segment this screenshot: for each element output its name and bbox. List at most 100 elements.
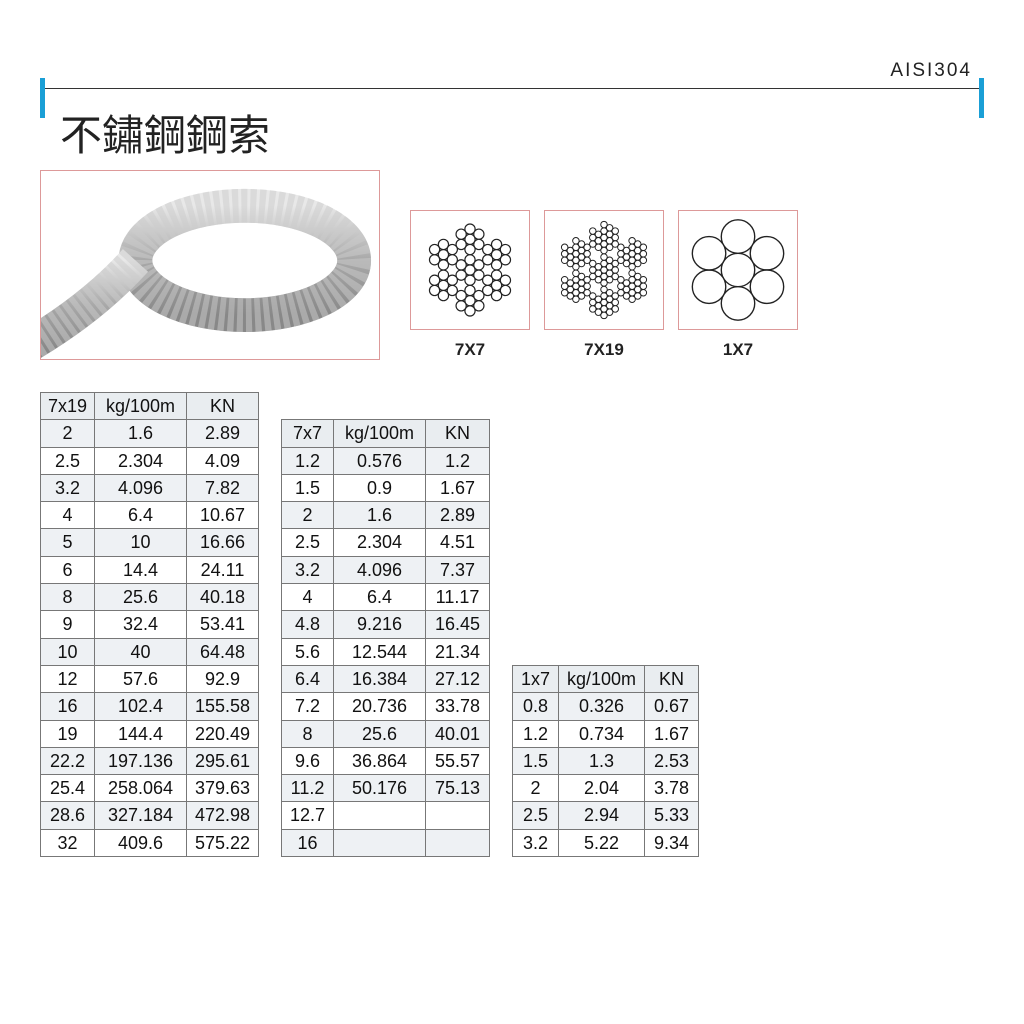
table-row: 3.24.0967.82: [41, 474, 259, 501]
cross-section-diagrams: 7X7 7X19 1X7: [410, 210, 798, 360]
diagram-label-7x19: 7X19: [584, 340, 624, 360]
table-row: 21.62.89: [41, 420, 259, 447]
table-cell: [334, 829, 426, 856]
table-cell: 21.34: [426, 638, 490, 665]
table-cell: 40.18: [187, 584, 259, 611]
table-cell: 4.096: [334, 556, 426, 583]
table-cell: 57.6: [95, 665, 187, 692]
table-row: 32409.6575.22: [41, 829, 259, 856]
table-row: 2.52.3044.51: [282, 529, 490, 556]
table-row: 2.52.3044.09: [41, 447, 259, 474]
diagram-label-7x7: 7X7: [455, 340, 485, 360]
table-cell: 0.67: [645, 693, 699, 720]
table-row: 46.411.17: [282, 584, 490, 611]
table-cell: 3.2: [41, 474, 95, 501]
table-cell: [426, 829, 490, 856]
table-cell: 3.2: [282, 556, 334, 583]
page-title: 不鏽鋼鋼索: [60, 102, 270, 163]
wire-rope-illustration-icon: [41, 171, 379, 360]
table-1x7: 1x7kg/100mKN0.80.3260.671.20.7341.671.51…: [512, 665, 699, 857]
table-row: 28.6327.184472.98: [41, 802, 259, 829]
table-7x7: 7x7kg/100mKN1.20.5761.21.50.91.6721.62.8…: [281, 419, 490, 857]
table-cell: 12.544: [334, 638, 426, 665]
table-cell: 4.51: [426, 529, 490, 556]
table-row: 1.20.5761.2: [282, 447, 490, 474]
table-cell: 25.6: [95, 584, 187, 611]
table-cell: 5: [41, 529, 95, 556]
table-cell: 3.78: [645, 775, 699, 802]
table-cell: 16.384: [334, 665, 426, 692]
table-row: 22.2197.136295.61: [41, 747, 259, 774]
accent-bar-right: [979, 78, 984, 118]
table-row: 1.50.91.67: [282, 474, 490, 501]
table-cell: 5.33: [645, 802, 699, 829]
table-cell: 1.2: [426, 447, 490, 474]
table-cell: 6: [41, 556, 95, 583]
table-cell: 2.5: [41, 447, 95, 474]
table-cell: 379.63: [187, 775, 259, 802]
table-cell: 1.6: [95, 420, 187, 447]
diagram-1x7: [678, 210, 798, 330]
table-cell: 8: [41, 584, 95, 611]
table-cell: 4: [41, 502, 95, 529]
strand-7x19-icon: [545, 211, 663, 329]
table-cell: 28.6: [41, 802, 95, 829]
column-header: KN: [187, 393, 259, 420]
diagram-7x19: [544, 210, 664, 330]
table-cell: 16: [282, 829, 334, 856]
table-cell: 2.94: [559, 802, 645, 829]
table-row: 825.640.01: [282, 720, 490, 747]
table-row: 5.612.54421.34: [282, 638, 490, 665]
strand-1x7-icon: [679, 211, 797, 329]
table-cell: 27.12: [426, 665, 490, 692]
table-row: 1257.692.9: [41, 665, 259, 692]
table-cell: 11.17: [426, 584, 490, 611]
table-cell: 1.5: [282, 474, 334, 501]
table-cell: 2: [282, 502, 334, 529]
table-row: 614.424.11: [41, 556, 259, 583]
table-cell: 2.53: [645, 747, 699, 774]
column-header: 7x19: [41, 393, 95, 420]
table-row: 1.51.32.53: [513, 747, 699, 774]
column-header: kg/100m: [95, 393, 187, 420]
table-cell: 32: [41, 829, 95, 856]
table-row: 6.416.38427.12: [282, 665, 490, 692]
table-cell: 1.5: [513, 747, 559, 774]
material-code: AISI304: [890, 60, 972, 82]
table-cell: 1.6: [334, 502, 426, 529]
table-row: 51016.66: [41, 529, 259, 556]
image-row: 7X7 7X19 1X7: [40, 170, 798, 360]
table-cell: 472.98: [187, 802, 259, 829]
table-cell: 155.58: [187, 693, 259, 720]
column-header: 7x7: [282, 420, 334, 447]
table-cell: 6.4: [95, 502, 187, 529]
table-cell: 24.11: [187, 556, 259, 583]
table-cell: 16: [41, 693, 95, 720]
table-row: 104064.48: [41, 638, 259, 665]
table-cell: 9.6: [282, 747, 334, 774]
table-cell: 5.22: [559, 829, 645, 856]
table-cell: 5.6: [282, 638, 334, 665]
table-cell: 4.096: [95, 474, 187, 501]
table-cell: 0.734: [559, 720, 645, 747]
table-cell: 2.89: [426, 502, 490, 529]
column-header: 1x7: [513, 665, 559, 692]
table-cell: 22.2: [41, 747, 95, 774]
table-row: 16102.4155.58: [41, 693, 259, 720]
table-cell: 25.6: [334, 720, 426, 747]
table-row: 825.640.18: [41, 584, 259, 611]
table-cell: 0.9: [334, 474, 426, 501]
table-cell: 9.34: [645, 829, 699, 856]
table-cell: 2: [513, 775, 559, 802]
table-row: 4.89.21616.45: [282, 611, 490, 638]
table-cell: 7.82: [187, 474, 259, 501]
table-cell: 16.66: [187, 529, 259, 556]
table-cell: 10: [95, 529, 187, 556]
table-row: 9.636.86455.57: [282, 747, 490, 774]
tables-row: 7x19kg/100mKN21.62.892.52.3044.093.24.09…: [40, 392, 699, 857]
product-photo: [40, 170, 380, 360]
table-cell: 50.176: [334, 775, 426, 802]
table-cell: 1.3: [559, 747, 645, 774]
table-cell: 32.4: [95, 611, 187, 638]
table-cell: 2.5: [282, 529, 334, 556]
